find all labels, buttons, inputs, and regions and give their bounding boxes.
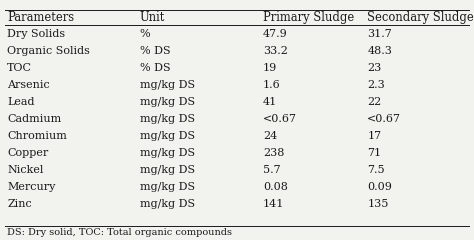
Text: Nickel: Nickel — [7, 165, 44, 175]
Text: Zinc: Zinc — [7, 199, 32, 209]
Text: mg/kg DS: mg/kg DS — [140, 182, 195, 192]
Text: 135: 135 — [367, 199, 389, 209]
Text: mg/kg DS: mg/kg DS — [140, 114, 195, 124]
Text: TOC: TOC — [7, 63, 32, 73]
Text: 1.6: 1.6 — [263, 80, 281, 90]
Text: 22: 22 — [367, 97, 382, 107]
Text: Lead: Lead — [7, 97, 35, 107]
Text: mg/kg DS: mg/kg DS — [140, 148, 195, 158]
Text: 24: 24 — [263, 131, 277, 141]
Text: DS: Dry solid, TOC: Total organic compounds: DS: Dry solid, TOC: Total organic compou… — [7, 228, 232, 238]
Text: Parameters: Parameters — [7, 11, 74, 24]
Text: % DS: % DS — [140, 63, 171, 73]
Text: Mercury: Mercury — [7, 182, 55, 192]
Text: Arsenic: Arsenic — [7, 80, 50, 90]
Text: Copper: Copper — [7, 148, 48, 158]
Text: 48.3: 48.3 — [367, 46, 392, 56]
Text: mg/kg DS: mg/kg DS — [140, 131, 195, 141]
Text: Chromium: Chromium — [7, 131, 67, 141]
Text: mg/kg DS: mg/kg DS — [140, 165, 195, 175]
Text: 141: 141 — [263, 199, 284, 209]
Text: <0.67: <0.67 — [263, 114, 297, 124]
Text: mg/kg DS: mg/kg DS — [140, 80, 195, 90]
Text: 41: 41 — [263, 97, 277, 107]
Text: Primary Sludge: Primary Sludge — [263, 11, 355, 24]
Text: 17: 17 — [367, 131, 382, 141]
Text: 5.7: 5.7 — [263, 165, 281, 175]
Text: 47.9: 47.9 — [263, 29, 288, 39]
Text: Unit: Unit — [140, 11, 165, 24]
Text: 2.3: 2.3 — [367, 80, 385, 90]
Text: mg/kg DS: mg/kg DS — [140, 199, 195, 209]
Text: 23: 23 — [367, 63, 382, 73]
Text: 0.08: 0.08 — [263, 182, 288, 192]
Text: Organic Solids: Organic Solids — [7, 46, 90, 56]
Text: 31.7: 31.7 — [367, 29, 392, 39]
Text: 0.09: 0.09 — [367, 182, 392, 192]
Text: 19: 19 — [263, 63, 277, 73]
Text: Secondary Sludge: Secondary Sludge — [367, 11, 474, 24]
Text: Cadmium: Cadmium — [7, 114, 61, 124]
Text: 71: 71 — [367, 148, 382, 158]
Text: %: % — [140, 29, 150, 39]
Text: <0.67: <0.67 — [367, 114, 401, 124]
Text: % DS: % DS — [140, 46, 171, 56]
Text: 238: 238 — [263, 148, 284, 158]
Text: Dry Solids: Dry Solids — [7, 29, 65, 39]
Text: 7.5: 7.5 — [367, 165, 385, 175]
Text: 33.2: 33.2 — [263, 46, 288, 56]
Text: mg/kg DS: mg/kg DS — [140, 97, 195, 107]
